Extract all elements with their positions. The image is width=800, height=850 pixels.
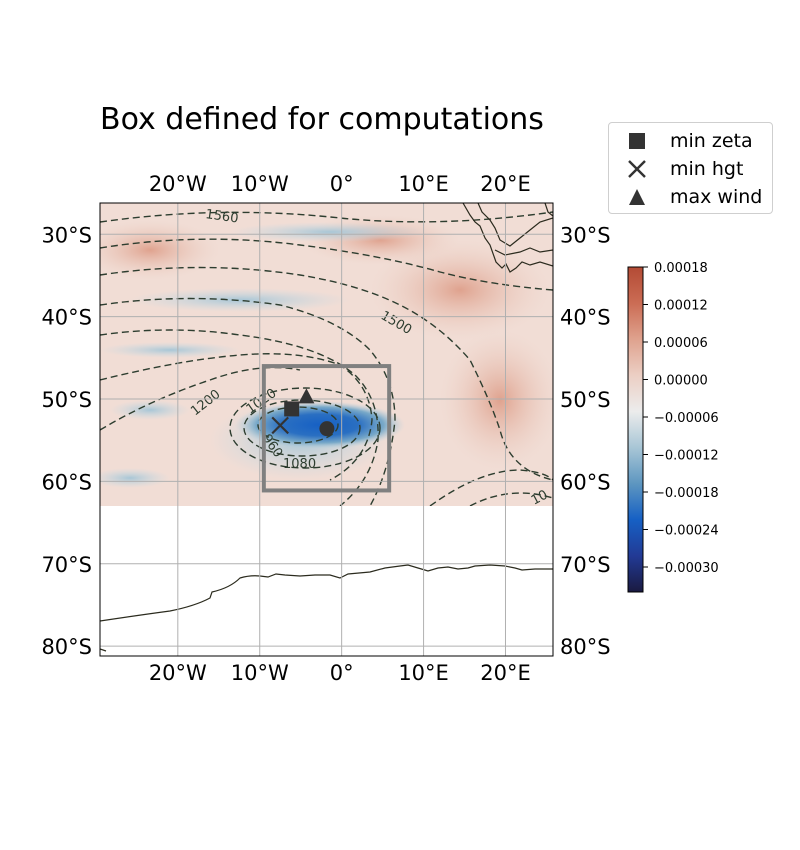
axis-tick-labels: 20°W 20°W 10°W 10°W 0° 0° 10°E 10°E 20°E 20°E 30°S… bbox=[41, 172, 610, 685]
legend-item-max-wind: max wind bbox=[609, 183, 772, 211]
colorbar-tick-label: −0.00030 bbox=[654, 561, 719, 576]
lon-tick-label: 20°E bbox=[480, 661, 531, 685]
min-zeta-square-marker bbox=[284, 401, 300, 417]
colorbar-tick-label: 0.00000 bbox=[654, 374, 708, 389]
colorbar-tick-label: −0.00024 bbox=[654, 524, 719, 539]
lat-tick-label: 40°S bbox=[560, 306, 611, 330]
min-hgt-x-marker bbox=[271, 416, 289, 435]
lon-tick-label: 10°E bbox=[398, 172, 449, 196]
contour-label: 1080 bbox=[283, 457, 316, 472]
computation-box bbox=[261, 364, 392, 493]
lat-tick-label: 70°S bbox=[560, 553, 611, 577]
legend-item-min-hgt: min hgt bbox=[609, 155, 772, 183]
colorbar-tick-label: −0.00018 bbox=[654, 486, 719, 501]
vorticity-field bbox=[100, 203, 553, 506]
legend-label: max wind bbox=[670, 186, 763, 208]
lat-tick-label: 70°S bbox=[41, 553, 92, 577]
plot-title: Box defined for computations bbox=[100, 102, 544, 137]
lon-tick-label: 20°W bbox=[149, 661, 207, 685]
legend-item-min-zeta: min zeta bbox=[609, 127, 772, 155]
lon-tick-label: 0° bbox=[330, 661, 354, 685]
colorbar: 0.00018 0.00012 0.00006 0.00000 −0.00006 −0.0… bbox=[627, 261, 719, 593]
lon-tick-label: 10°W bbox=[231, 661, 289, 685]
x-marker-icon bbox=[628, 160, 646, 178]
triangle-marker-icon bbox=[629, 189, 645, 205]
lat-tick-label: 60°S bbox=[560, 470, 611, 494]
contour-label: 10 bbox=[529, 488, 551, 509]
colorbar-tick-label: −0.00012 bbox=[654, 449, 719, 464]
colorbar-tick-label: 0.00018 bbox=[654, 261, 708, 276]
lat-tick-label: 40°S bbox=[41, 306, 92, 330]
legend-label: min hgt bbox=[670, 158, 744, 180]
lon-tick-label: 10°W bbox=[231, 172, 289, 196]
map-frame bbox=[99, 202, 554, 657]
colorbar-bar bbox=[627, 266, 644, 593]
lat-tick-label: 30°S bbox=[560, 223, 611, 247]
colorbar-tick-label: 0.00006 bbox=[654, 336, 708, 351]
lon-tick-label: 10°E bbox=[398, 661, 449, 685]
gridlines bbox=[100, 203, 553, 656]
colorbar-tick-label: 0.00012 bbox=[654, 299, 708, 314]
circle-marker bbox=[319, 421, 335, 437]
max-wind-triangle-marker bbox=[298, 388, 315, 404]
lat-tick-label: 30°S bbox=[41, 223, 92, 247]
lat-tick-label: 60°S bbox=[41, 470, 92, 494]
lat-tick-label: 50°S bbox=[41, 388, 92, 412]
lon-tick-label: 20°W bbox=[149, 172, 207, 196]
contour-label: 1560 bbox=[204, 207, 239, 226]
colorbar-tick-label: −0.00006 bbox=[654, 411, 719, 426]
square-marker-icon bbox=[629, 133, 645, 149]
lat-tick-label: 80°S bbox=[41, 635, 92, 659]
computation-box-layer bbox=[261, 364, 392, 493]
point-markers bbox=[271, 388, 335, 437]
lat-tick-label: 50°S bbox=[560, 388, 611, 412]
lat-tick-label: 80°S bbox=[560, 635, 611, 659]
lon-tick-label: 0° bbox=[330, 172, 354, 196]
legend-label: min zeta bbox=[670, 130, 753, 152]
lon-tick-label: 20°E bbox=[480, 172, 531, 196]
legend: min zeta min hgt max wind bbox=[608, 122, 773, 214]
